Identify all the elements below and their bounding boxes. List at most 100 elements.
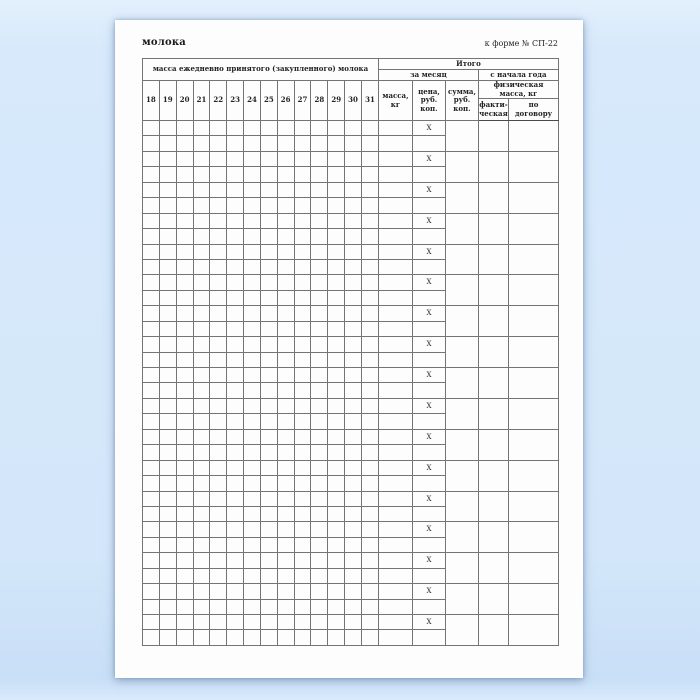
day-cell [158,228,177,245]
day-cell [310,567,329,585]
table-row [142,166,559,183]
day-cell [243,505,261,523]
day-cell [360,119,379,137]
per-month-header: за месяц [377,69,479,81]
day-cell [209,366,228,384]
day-cell [327,428,346,446]
day-cell [226,135,245,152]
day-cell [209,119,228,137]
contract-mass-cell [507,120,560,152]
day-cell [293,397,312,415]
day-cell [276,320,295,338]
day-number-header: 22 [209,80,228,121]
mass-cell [377,320,413,338]
day-cell [192,413,211,430]
day-cell [327,181,346,199]
price-cell [411,289,446,307]
day-cell [175,320,194,338]
day-number-header: 28 [310,80,329,121]
day-cell [259,197,278,214]
day-cell [175,536,194,554]
sum-cell [444,490,479,523]
table-row: X [142,397,560,430]
price-x-cell: X [411,243,446,260]
day-cell [192,274,211,291]
actual-mass-cell [477,428,509,461]
sum-column-header: сумма, руб. коп. [444,80,479,121]
contract-mass-cell [507,428,560,461]
day-cell [142,212,160,230]
sum-cell [444,552,479,585]
day-cell [226,197,245,214]
day-number-header: 26 [276,80,295,121]
day-cell [327,366,346,384]
price-cell [411,567,446,585]
day-cell [158,150,177,168]
day-cell [209,336,228,353]
day-cell [142,119,160,137]
day-cell [360,397,379,415]
day-cell [344,150,362,168]
day-cell [226,567,245,585]
physical-mass-header: физическая масса, кг [477,80,560,99]
day-cell [243,274,261,291]
day-cell [158,197,177,214]
table-row: X [142,459,560,492]
day-cell [158,613,177,631]
day-cell [209,505,228,523]
day-cell [226,521,245,538]
day-cell [360,428,379,446]
day-cell [276,505,295,523]
day-cell [158,490,177,507]
day-cell [142,567,160,585]
day-cell [310,629,329,646]
day-cell [158,119,177,137]
day-cell [142,629,160,646]
day-cell [192,397,211,415]
sum-cell [444,521,479,554]
day-cell [344,197,362,214]
day-cell [226,428,245,446]
price-x-cell: X [411,305,446,322]
table-row: X [142,181,560,214]
day-cell [192,351,211,369]
day-number-header: 23 [226,80,245,121]
sum-cell [444,397,479,430]
day-cell [209,459,228,477]
day-cell [158,598,177,616]
price-cell [411,258,446,276]
table-row [142,536,559,554]
day-number-header: 19 [158,80,177,121]
day-cell [243,444,261,461]
day-cell [327,444,346,461]
day-cell [293,212,312,230]
price-cell [411,228,446,245]
day-cell [360,212,379,230]
day-cell [142,413,160,430]
day-cell [226,366,245,384]
day-cell [327,583,346,600]
day-cell [226,583,245,600]
day-cell [293,135,312,152]
day-cell [243,475,261,492]
day-cell [276,243,295,260]
day-cell [276,444,295,461]
day-cell [293,289,312,307]
mass-cell [377,567,413,585]
price-cell [411,598,446,616]
day-cell [276,228,295,245]
table-row [142,629,559,646]
day-cell [243,305,261,322]
day-cell [243,490,261,507]
day-cell [209,197,228,214]
actual-mass-cell [477,120,509,152]
day-cell [192,243,211,260]
price-x-cell: X [411,428,446,446]
price-cell [411,444,446,461]
actual-mass-cell [477,490,509,523]
day-cell [360,181,379,199]
day-cell [142,613,160,631]
day-cell [360,258,379,276]
price-cell [411,413,446,430]
price-x-cell: X [411,181,446,199]
